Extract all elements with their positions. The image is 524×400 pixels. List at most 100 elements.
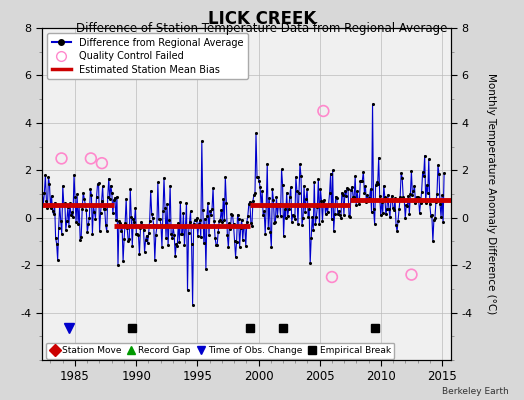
Point [286,194,294,200]
Point [68,209,76,216]
Point [378,209,387,216]
Point [67,212,75,218]
Point [248,223,256,229]
Point [51,235,60,242]
Point [288,218,296,225]
Point [272,194,281,200]
Point [160,175,168,181]
Point [267,244,276,250]
Point [239,224,248,230]
Point [156,216,164,222]
Point [370,221,379,227]
Point [369,206,378,212]
Point [242,243,250,249]
Point [316,186,324,192]
Point [353,188,362,194]
Point [99,183,107,190]
Point [302,196,310,202]
Text: Difference of Station Temperature Data from Regional Average: Difference of Station Temperature Data f… [77,22,447,35]
Point [193,233,202,239]
Point [202,266,210,272]
Point [187,208,195,214]
Point [108,210,117,216]
Point [379,182,388,189]
Point [47,193,56,199]
Point [409,188,418,195]
Point [43,205,52,211]
Point [420,173,428,179]
Point [408,192,417,198]
Point [366,186,375,192]
Point [66,200,74,206]
Point [165,217,173,224]
Point [143,232,151,239]
Point [401,214,409,221]
Point [404,192,412,199]
Point [244,212,252,219]
Point [78,206,86,212]
Point [296,161,304,167]
Point [431,215,439,222]
Point [53,257,62,263]
Point [114,262,122,268]
Point [380,194,389,200]
Point [218,218,226,225]
Point [365,195,374,202]
Point [403,203,411,210]
Point [41,172,50,178]
Point [392,222,400,228]
Point [252,130,260,136]
Point [349,194,357,200]
Point [341,188,349,194]
Point [342,193,350,199]
Point [224,244,233,251]
Point [97,198,106,204]
Point [120,236,128,242]
Point [336,214,345,221]
Point [334,211,342,217]
Point [318,218,326,224]
Point [406,191,414,197]
Point [303,186,311,193]
Point [69,214,77,220]
Point [355,201,364,207]
Point [238,237,247,243]
Point [394,217,402,224]
Point [433,191,441,198]
Point [425,201,434,207]
Point [204,200,212,206]
Point [86,155,95,162]
Point [266,228,275,235]
Point [368,101,377,107]
Point [231,238,239,244]
Point [246,199,254,205]
Point [115,218,123,224]
Point [101,206,109,212]
Point [87,192,95,198]
Point [70,172,78,178]
Point [331,211,339,217]
Point [164,242,172,249]
Point [44,174,52,181]
Point [359,169,367,175]
Point [90,209,99,215]
Point [344,186,352,192]
Point [274,212,282,219]
Point [49,211,58,218]
Point [74,220,82,227]
Point [434,162,442,168]
Point [306,260,314,266]
Point [125,236,134,242]
Y-axis label: Monthly Temperature Anomaly Difference (°C): Monthly Temperature Anomaly Difference (… [486,73,496,315]
Point [188,241,196,248]
Point [351,173,359,180]
Point [422,182,431,188]
Point [107,190,116,197]
Point [294,220,302,227]
Point [291,216,299,222]
Point [63,218,71,224]
Point [124,238,133,244]
Point [362,199,370,205]
Point [185,219,194,225]
Point [427,213,435,219]
